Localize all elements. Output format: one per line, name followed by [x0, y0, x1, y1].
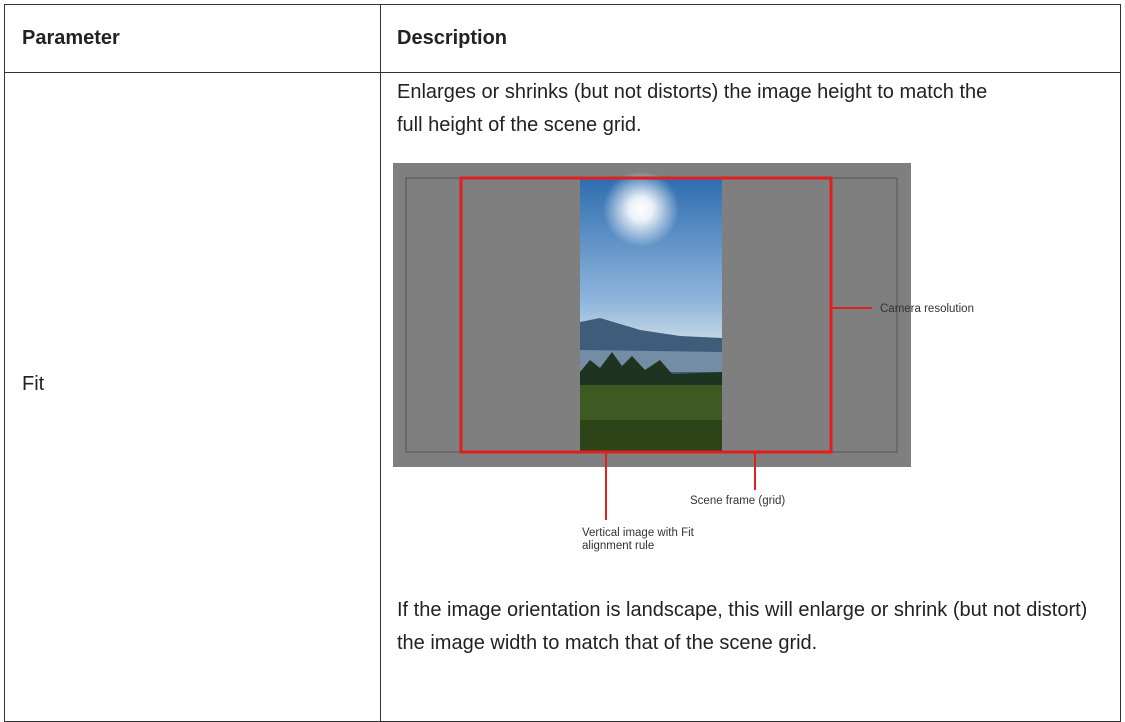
photo	[580, 171, 722, 452]
description-text: Enlarges or shrinks (but not distorts) t…	[397, 81, 988, 136]
header-text: Parameter	[22, 27, 120, 49]
description-text: If the image orientation is landscape, t…	[397, 599, 1088, 654]
scene-frame	[459, 176, 833, 454]
parameter-name: Fit	[22, 373, 45, 395]
callout-label: Scene frame (grid)	[690, 495, 785, 507]
header-text: Description	[397, 27, 508, 49]
callout-box: Vertical image with Fit alignment rule	[582, 527, 694, 552]
callout-label: Vertical image with Fit alignment rule	[582, 527, 694, 552]
callout-label: Camera resolution	[880, 303, 974, 315]
